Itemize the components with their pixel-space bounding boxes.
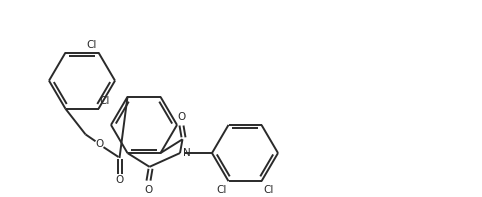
Text: Cl: Cl	[264, 185, 274, 195]
Text: O: O	[95, 139, 104, 149]
Text: O: O	[145, 185, 153, 195]
Text: O: O	[177, 112, 186, 122]
Text: Cl: Cl	[216, 185, 227, 195]
Text: O: O	[115, 175, 123, 185]
Text: Cl: Cl	[99, 96, 110, 106]
Text: Cl: Cl	[86, 40, 96, 50]
Text: N: N	[183, 148, 191, 158]
